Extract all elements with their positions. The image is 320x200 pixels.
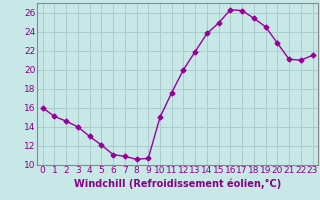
X-axis label: Windchill (Refroidissement éolien,°C): Windchill (Refroidissement éolien,°C) [74,178,281,189]
